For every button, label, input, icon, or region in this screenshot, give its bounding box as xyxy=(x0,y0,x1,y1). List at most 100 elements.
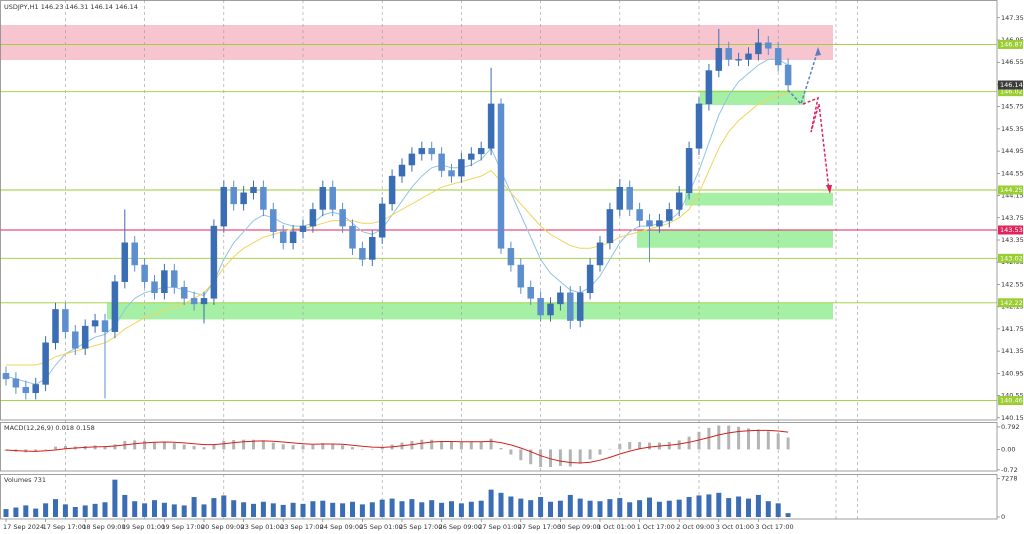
candle-body xyxy=(458,159,465,177)
macd-bar xyxy=(648,442,651,450)
candle-body xyxy=(270,209,277,232)
y-tick-label: 0.792 xyxy=(1001,423,1020,431)
y-tick-label: 141.35 xyxy=(1001,347,1024,355)
macd-bar xyxy=(756,429,760,450)
macd-bar xyxy=(786,437,790,450)
y-tick-label: 146.55 xyxy=(1001,58,1024,66)
volume-bar xyxy=(439,502,445,517)
volume-bar xyxy=(112,479,118,517)
volume-bar xyxy=(528,500,534,517)
candle-body xyxy=(418,148,426,155)
candle-body xyxy=(755,42,762,55)
candle-body xyxy=(151,281,158,294)
candle-body xyxy=(616,186,624,210)
volume-bar xyxy=(152,500,157,517)
candle-body xyxy=(81,325,89,349)
macd-bar xyxy=(202,447,206,450)
candle-body xyxy=(586,264,594,294)
forecast-down-arrow xyxy=(802,96,830,191)
y-tick-label: 143.75 xyxy=(1001,214,1024,222)
macd-bar xyxy=(687,436,691,450)
y-tick-label: 7278 xyxy=(1001,475,1018,483)
x-tick-label: 24 Sep 09:00 xyxy=(320,523,363,531)
volume-bar xyxy=(548,501,553,517)
macd-bar xyxy=(489,438,493,450)
volume-bar xyxy=(142,503,148,517)
candle-body xyxy=(517,264,525,288)
volume-bar xyxy=(686,497,692,517)
volume-bar xyxy=(468,501,474,517)
y-tick-label: 142.55 xyxy=(1001,280,1024,288)
macd-bar xyxy=(182,444,186,450)
candle-body xyxy=(220,186,228,227)
candle-body xyxy=(695,103,703,149)
macd-bar xyxy=(608,448,612,450)
macd-bar xyxy=(697,431,701,450)
volume-bar xyxy=(290,502,296,517)
candle-body xyxy=(52,309,59,344)
y-tick-label: 144.55 xyxy=(1001,169,1024,177)
macd-bar xyxy=(232,440,236,450)
macd-bar xyxy=(737,426,741,450)
volume-bar xyxy=(13,507,19,517)
macd-bar xyxy=(598,449,602,455)
panel-title: Volumes 731 xyxy=(4,476,46,484)
macd-bar xyxy=(291,445,295,450)
macd-bar xyxy=(479,441,483,450)
macd-bar xyxy=(529,449,533,465)
macd-bar xyxy=(568,449,572,467)
macd-bar xyxy=(459,442,463,450)
macd-bar xyxy=(766,431,770,450)
volume-bar xyxy=(656,501,662,517)
x-tick-label: 3 Oct 01:00 xyxy=(716,523,754,531)
macd-bar xyxy=(370,448,374,450)
volume-bar xyxy=(231,500,237,517)
candle-body xyxy=(448,170,455,177)
volume-bar xyxy=(696,495,702,517)
candle-body xyxy=(279,231,287,244)
candle-body xyxy=(576,292,584,321)
level-label: 146.87 xyxy=(1000,40,1023,48)
candle-body xyxy=(299,225,307,232)
macd-bar xyxy=(34,449,38,452)
candle-body xyxy=(190,298,198,305)
macd-bar xyxy=(539,449,543,468)
x-tick-label: 23 Sep 01:00 xyxy=(241,523,284,531)
moving-average xyxy=(6,92,789,366)
candle-body xyxy=(250,186,257,194)
marks-layer xyxy=(2,28,792,517)
volume-bar xyxy=(53,499,58,517)
candle-body xyxy=(626,186,633,210)
volume-bar xyxy=(260,501,266,517)
volume-bar xyxy=(627,502,633,517)
arrow-head xyxy=(826,185,832,194)
arrow-head xyxy=(815,47,821,56)
volume-bar xyxy=(518,498,524,517)
volume-bar xyxy=(241,502,247,517)
volume-bar xyxy=(340,503,346,517)
volume-bar xyxy=(171,504,177,517)
macd-bar xyxy=(469,441,473,450)
candle-body xyxy=(101,320,109,332)
volume-bar xyxy=(211,498,217,517)
macd-bar xyxy=(143,440,147,450)
macd-bar xyxy=(776,433,780,450)
volume-bar xyxy=(23,505,29,517)
macd-bar xyxy=(638,442,642,450)
candle-body xyxy=(557,292,564,305)
macd-bar xyxy=(440,440,444,450)
candle-body xyxy=(398,164,406,177)
y-tick-label: 143.35 xyxy=(1001,236,1024,244)
x-tick-label: 19 Sep 01:00 xyxy=(122,523,165,531)
volume-bar xyxy=(449,501,454,517)
candle-body xyxy=(230,186,237,205)
signal-line xyxy=(5,429,789,464)
y-tick-label: 140.95 xyxy=(1001,369,1024,377)
volume-bar xyxy=(637,500,643,517)
candle-body xyxy=(675,192,683,210)
x-tick-label: 17 Sep 17:00 xyxy=(43,523,86,531)
y-tick-label: 147.35 xyxy=(1001,14,1024,22)
candle-body xyxy=(388,175,396,205)
macd-bar xyxy=(311,444,315,450)
volume-bar xyxy=(102,502,108,517)
